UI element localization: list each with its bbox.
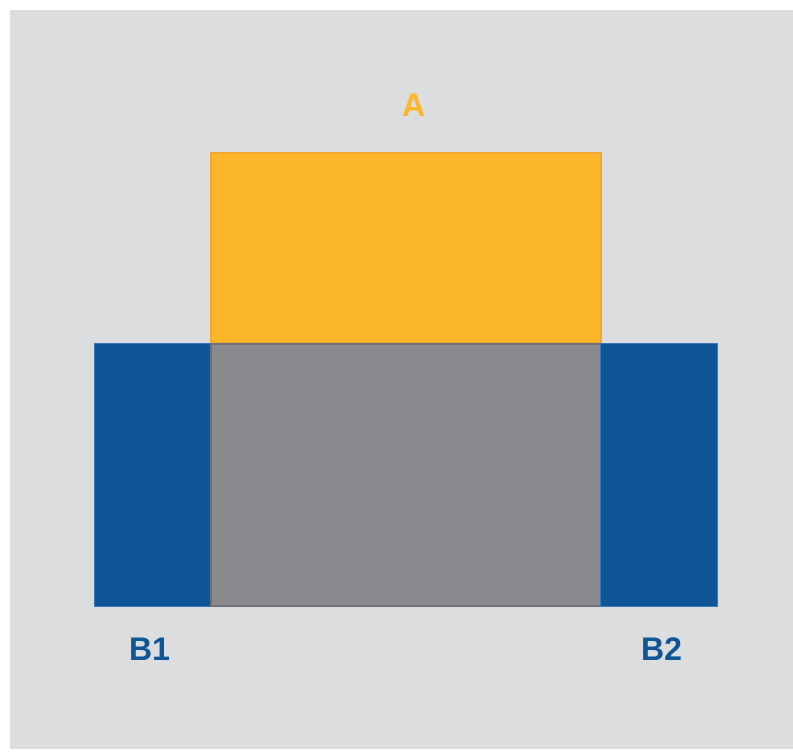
diagram-canvas: A B1 B2: [10, 10, 793, 749]
rect-b1: [94, 343, 211, 607]
label-a: A: [402, 87, 426, 123]
rect-a: [210, 152, 602, 344]
rect-b2: [600, 343, 718, 607]
rect-overlap-a-b: [210, 343, 602, 607]
label-b1: B1: [129, 631, 170, 667]
label-b2: B2: [641, 631, 682, 667]
